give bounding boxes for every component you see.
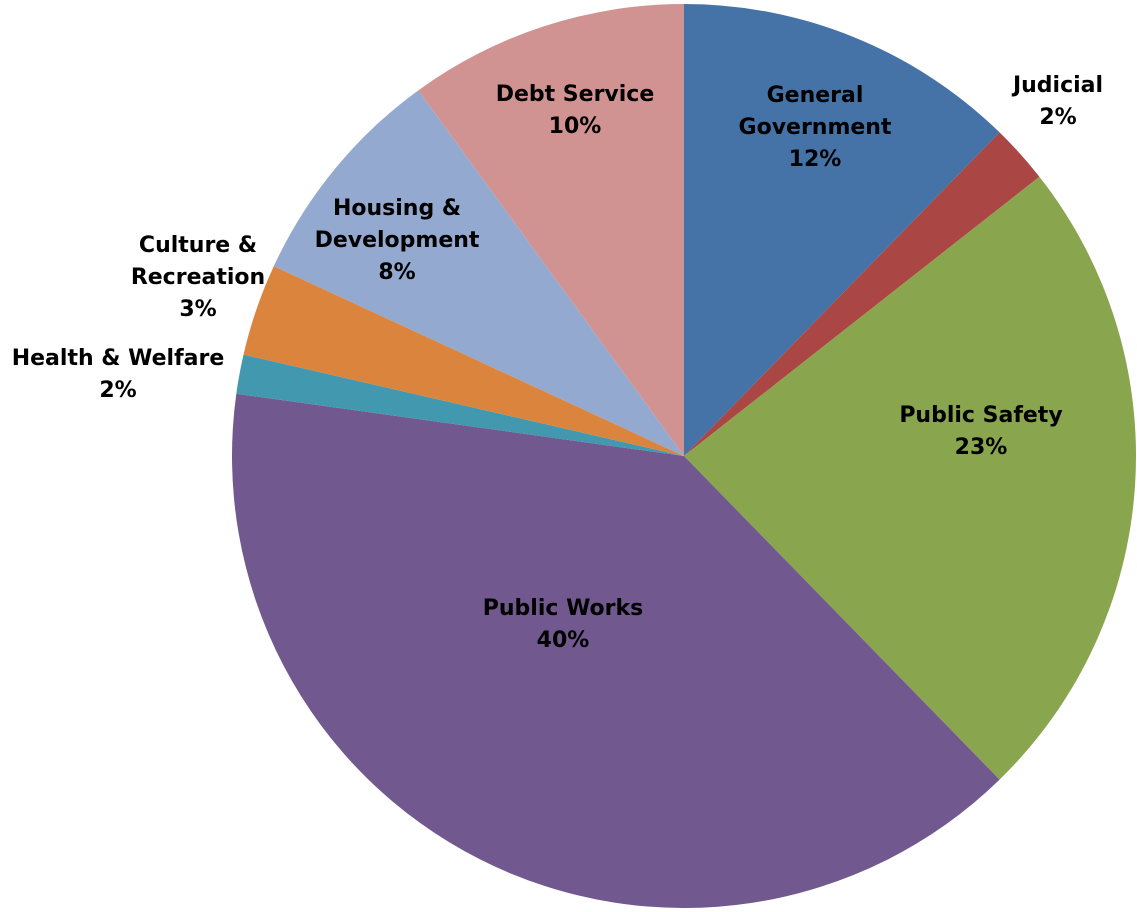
slice-percent-label: 23% (955, 435, 1008, 460)
slice-label-debt-service: Debt Service 10% (496, 82, 655, 139)
pie-slice-public-safety (684, 176, 1136, 780)
slice-percent-label: 10% (549, 114, 602, 139)
pie-slice-general-government (684, 4, 1000, 456)
slice-name-label: Public Works (483, 596, 644, 621)
slice-name-label: Development (315, 228, 480, 253)
slice-label-public-safety: Public Safety 23% (899, 403, 1062, 460)
slice-name-label: Recreation (131, 265, 265, 290)
slice-name-label: Housing & (333, 196, 461, 221)
slice-name-label: Public Safety (899, 403, 1062, 428)
pie-slice-debt-service (418, 3, 684, 456)
slice-name-label: Government (739, 115, 892, 140)
pie-slice-culture-recreation (243, 266, 684, 456)
slice-name-label: Health & Welfare (12, 346, 225, 371)
slice-percent-label: 3% (179, 297, 216, 322)
slice-label-general-government: General Government 12% (739, 83, 892, 172)
slice-percent-label: 2% (99, 378, 136, 403)
slice-percent-label: 12% (789, 147, 842, 172)
slice-name-label: General (767, 83, 864, 108)
slice-label-judicial: Judicial 2% (1011, 73, 1103, 130)
pie-slice-public-works (231, 393, 1000, 908)
labels-layer: General Government 12% Judicial 2% Public Saf… (12, 73, 1103, 653)
pie-slice-judicial (684, 132, 1040, 456)
pie-slice-health-welfare (236, 354, 684, 456)
slice-percent-label: 8% (378, 260, 415, 285)
slice-percent-label: 40% (537, 628, 590, 653)
slice-name-label: Culture & (139, 233, 257, 258)
slice-label-public-works: Public Works 40% (483, 596, 644, 653)
slice-name-label: Debt Service (496, 82, 655, 107)
pie-slice-housing-development (273, 90, 684, 456)
slice-percent-label: 2% (1039, 105, 1076, 130)
slice-label-health-welfare: Health & Welfare 2% (12, 346, 225, 403)
slices-layer (231, 3, 1136, 908)
slice-label-culture-recreation: Culture & Recreation 3% (131, 233, 265, 322)
slice-name-label: Judicial (1011, 73, 1103, 98)
slice-label-housing-development: Housing & Development 8% (315, 196, 480, 285)
